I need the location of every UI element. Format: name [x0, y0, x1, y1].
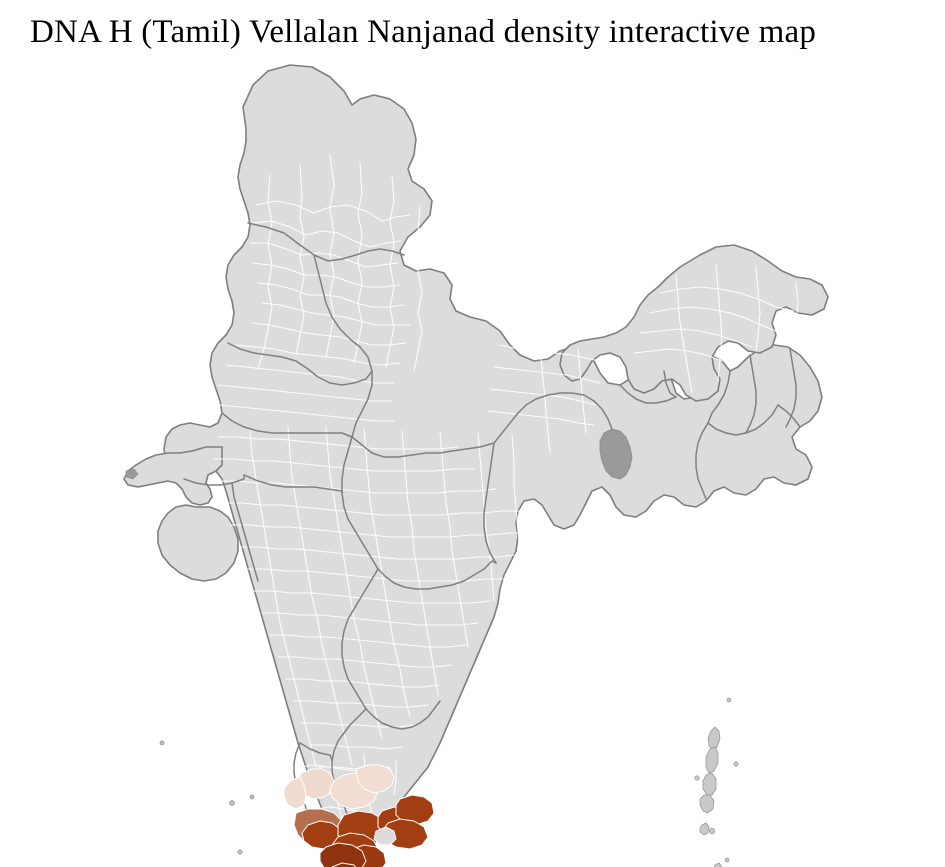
highlight-tier-low[interactable]: [283, 764, 395, 810]
district-tiruppur[interactable]: [355, 764, 395, 794]
island-car-nicobar: [699, 822, 710, 836]
unhighlighted-inlay: [373, 826, 397, 846]
dark-gray-region: [599, 428, 633, 480]
district-erode[interactable]: [283, 776, 307, 810]
lakshadweep-dot-2: [249, 794, 255, 800]
district-no-data-inlay: [373, 826, 397, 846]
island-great-nicobar: [714, 862, 723, 867]
northeast-india: [559, 244, 829, 402]
northeast-fill: [559, 244, 829, 402]
kutch-saurashtra-fill: [123, 446, 223, 506]
island-north-andaman: [707, 726, 721, 751]
lakshadweep-dot-4: [159, 740, 165, 746]
lakshadweep-islands: [159, 740, 255, 855]
island-dot-2: [733, 761, 739, 767]
saurashtra-fill: [157, 504, 239, 582]
island-dot-3: [694, 775, 700, 781]
island-little-andaman: [699, 794, 715, 814]
diu-mark: [125, 468, 139, 480]
island-middle-andaman: [705, 746, 719, 774]
island-dot-1: [726, 697, 732, 703]
map-svg[interactable]: [0, 55, 945, 867]
district-tirunelveli[interactable]: [319, 842, 367, 867]
district-kanyakumari[interactable]: [328, 862, 360, 867]
lakshadweep-dot-3: [237, 849, 243, 855]
island-south-andaman: [702, 772, 717, 796]
western-offshore-marks: [125, 468, 139, 480]
page-title: DNA H (Tamil) Vellalan Nanjanad density …: [30, 14, 817, 50]
sundarbans-dark-fill: [599, 428, 633, 480]
lakshadweep-dot-1: [229, 800, 235, 806]
andaman-nicobar-islands: [694, 697, 739, 867]
island-dot-5: [724, 857, 730, 863]
highlight-tier-very-high[interactable]: [319, 842, 367, 867]
district-boundaries: [213, 154, 799, 842]
district-pudukkottai[interactable]: [395, 794, 435, 826]
island-dot-4: [709, 828, 715, 834]
gujarat-peninsula: [123, 446, 239, 582]
india-choropleth-map[interactable]: [0, 55, 945, 867]
